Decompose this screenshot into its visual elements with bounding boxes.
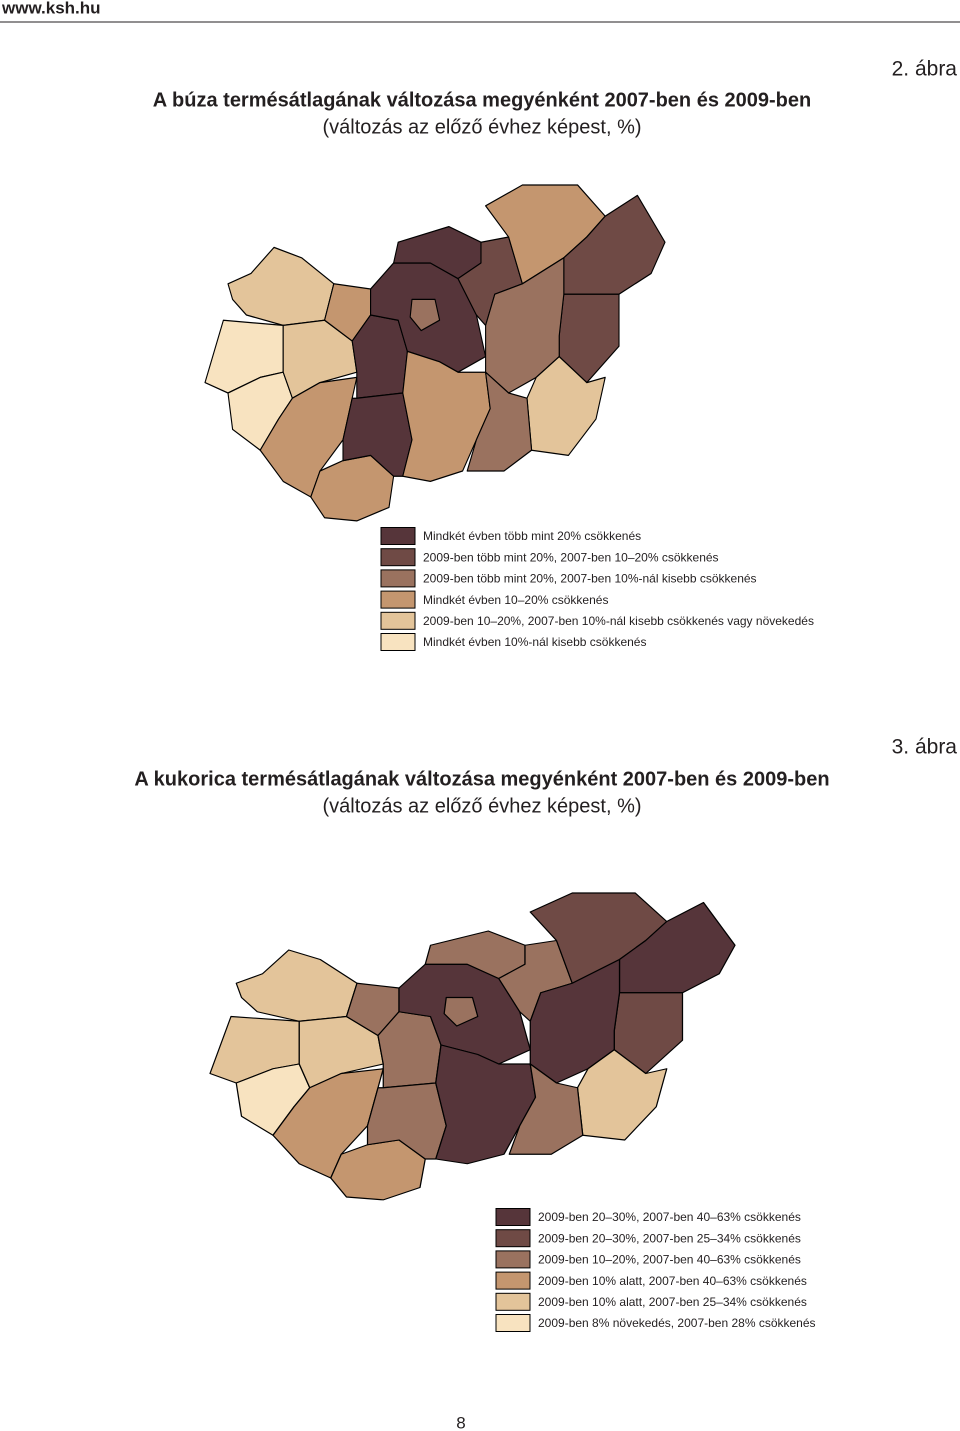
page-number: 8 <box>456 1413 465 1431</box>
legend-label: 2009-ben több mint 20%, 2007-ben 10%-nál… <box>423 572 757 586</box>
county <box>435 1044 537 1165</box>
legend-swatch <box>495 1229 531 1248</box>
legend-swatch <box>380 611 416 630</box>
map <box>204 184 666 522</box>
legend-swatch <box>495 1250 531 1269</box>
legend-label: Mindkét évben 10–20% csökkenés <box>423 593 608 607</box>
county <box>485 257 565 394</box>
county <box>409 298 441 332</box>
figure-subtitle: (változás az előző évhez képest, %) <box>322 116 641 138</box>
map <box>209 892 736 1201</box>
legend-label: 2009-ben több mint 20%, 2007-ben 10–20% … <box>423 550 719 564</box>
county <box>235 949 358 1022</box>
legend-label: 2009-ben 10–20%, 2007-ben 40–63% csökken… <box>538 1253 801 1267</box>
legend-swatch <box>380 590 416 609</box>
legend-swatch <box>495 1271 531 1290</box>
legend: Mindkét évben több mint 20% csökkenés 200… <box>380 527 814 651</box>
county <box>402 350 491 483</box>
legend-swatch <box>495 1208 531 1226</box>
figure-subtitle: (változás az előző évhez képest, %) <box>322 795 641 817</box>
legend-swatch <box>495 1292 531 1311</box>
figure-title: A kukorica termésátlagának változása meg… <box>134 768 829 790</box>
legend-swatch <box>380 633 416 651</box>
legend-swatch <box>380 548 416 567</box>
legend-label: 2009-ben 10% alatt, 2007-ben 25–34% csök… <box>538 1295 807 1309</box>
figure-label: 3. ábra <box>892 736 958 759</box>
legend-label: 2009-ben 20–30%, 2007-ben 40–63% csökken… <box>538 1210 801 1224</box>
legend-label: 2009-ben 10–20%, 2007-ben 10%-nál kisebb… <box>423 614 814 628</box>
county <box>227 246 335 327</box>
legend-swatch <box>380 527 416 545</box>
county <box>508 1063 584 1155</box>
legend-label: Mindkét évben 10%-nál kisebb csökkenés <box>423 635 646 649</box>
figure-title: A búza termésátlagának változása megyénk… <box>153 89 811 111</box>
figure-label: 2. ábra <box>892 58 958 81</box>
legend-label: 2009-ben 20–30%, 2007-ben 25–34% csökken… <box>538 1231 801 1245</box>
legend-label: 2009-ben 8% növekedés, 2007-ben 28% csök… <box>538 1316 816 1330</box>
legend-label: 2009-ben 10% alatt, 2007-ben 40–63% csök… <box>538 1274 807 1288</box>
legend: 2009-ben 20–30%, 2007-ben 40–63% csökken… <box>495 1208 816 1332</box>
legend-label: Mindkét évben több mint 20% csökkenés <box>423 529 641 543</box>
site-name: www.ksh.hu <box>1 0 101 17</box>
county <box>443 996 479 1027</box>
county <box>529 958 621 1084</box>
legend-swatch <box>380 569 416 588</box>
legend-swatch <box>495 1314 531 1332</box>
county <box>466 371 533 472</box>
